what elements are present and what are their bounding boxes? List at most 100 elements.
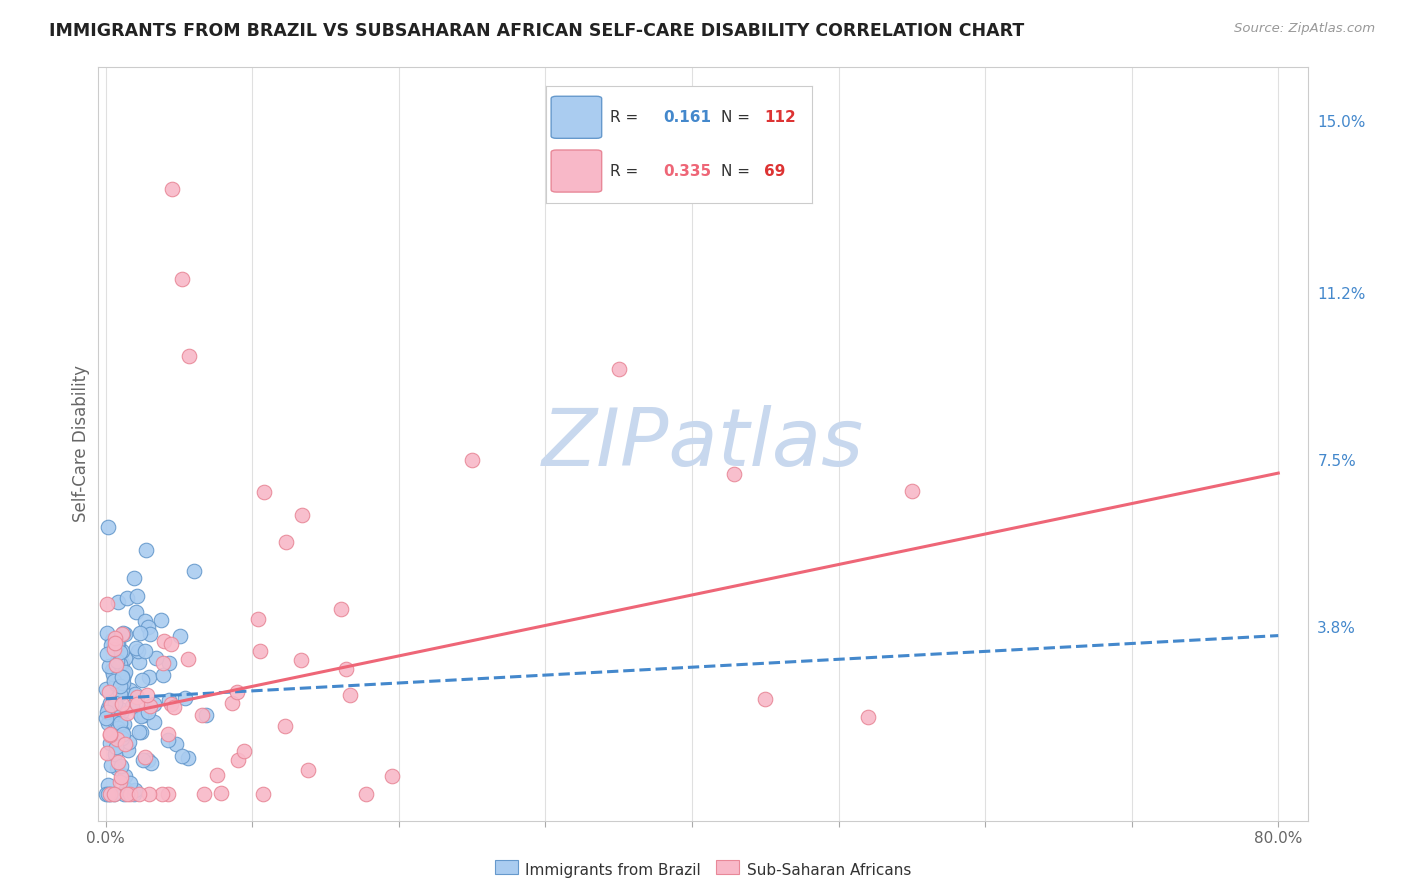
Point — [114, 651, 136, 665]
Point — [108, 687, 131, 701]
Point — [141, 756, 163, 770]
Point — [249, 644, 271, 658]
Point — [122, 787, 145, 801]
Point — [209, 786, 232, 800]
Point — [112, 787, 135, 801]
Point — [356, 787, 378, 801]
Point — [104, 631, 127, 645]
Point — [103, 674, 125, 689]
Point — [98, 728, 121, 742]
Point — [152, 657, 174, 671]
Point — [461, 452, 484, 467]
Point — [111, 671, 134, 685]
Point — [273, 719, 295, 733]
Point — [115, 787, 138, 801]
Point — [124, 687, 146, 701]
Point — [253, 484, 276, 499]
Point — [111, 731, 134, 745]
Point — [115, 591, 138, 605]
Point — [160, 637, 183, 651]
Point — [97, 778, 120, 792]
Point — [107, 636, 129, 650]
Point — [111, 697, 134, 711]
Point — [96, 681, 118, 696]
Point — [107, 595, 129, 609]
Point — [195, 707, 218, 722]
Point — [98, 736, 121, 750]
Point — [339, 689, 361, 703]
Point — [127, 644, 149, 658]
Point — [118, 735, 141, 749]
Point — [114, 626, 136, 640]
Point — [145, 650, 167, 665]
Point — [98, 787, 121, 801]
Point — [131, 725, 153, 739]
Point — [134, 614, 156, 628]
Point — [153, 634, 176, 648]
Point — [247, 612, 270, 626]
Point — [901, 484, 924, 499]
Point — [173, 690, 195, 705]
Point — [128, 706, 150, 721]
Point — [128, 787, 150, 801]
Point — [101, 632, 124, 647]
Point — [110, 626, 132, 640]
Point — [172, 749, 194, 764]
Point — [103, 642, 125, 657]
Point — [136, 705, 159, 719]
Point — [107, 722, 129, 736]
Point — [111, 626, 134, 640]
Point — [101, 667, 124, 681]
Point — [115, 706, 138, 720]
Point — [128, 655, 150, 669]
Point — [131, 673, 153, 688]
Point — [856, 710, 879, 724]
Point — [177, 651, 200, 665]
Point — [160, 697, 183, 711]
Point — [125, 690, 148, 704]
Point — [96, 626, 118, 640]
Point — [179, 349, 201, 363]
Point — [104, 696, 127, 710]
Point — [193, 787, 215, 801]
Point — [138, 787, 160, 801]
Point — [98, 787, 121, 801]
Point — [96, 746, 118, 760]
Point — [157, 693, 180, 707]
Point — [96, 706, 118, 720]
Point — [118, 775, 141, 789]
Point — [96, 711, 118, 725]
Point — [96, 597, 118, 611]
Point — [191, 707, 214, 722]
Point — [108, 775, 131, 789]
Point — [110, 706, 132, 720]
Point — [98, 696, 121, 710]
Point — [97, 787, 120, 801]
Point — [163, 700, 186, 714]
Point — [125, 641, 148, 656]
Point — [114, 738, 136, 752]
Point — [128, 725, 150, 739]
Point — [103, 663, 125, 677]
Point — [143, 714, 166, 729]
Point — [183, 564, 205, 578]
Point — [101, 724, 124, 739]
Point — [142, 697, 165, 711]
Point — [121, 698, 143, 713]
Point — [297, 764, 319, 778]
Point — [607, 362, 630, 376]
Point — [115, 782, 138, 797]
Point — [205, 768, 228, 782]
Point — [108, 716, 131, 731]
Point — [98, 659, 121, 673]
Point — [105, 739, 128, 754]
Point — [157, 733, 180, 747]
Point — [104, 705, 127, 719]
Point — [335, 663, 357, 677]
Point — [290, 653, 312, 667]
Point — [111, 657, 134, 671]
Point — [177, 751, 200, 765]
Point — [111, 670, 134, 684]
Text: IMMIGRANTS FROM BRAZIL VS SUBSAHARAN AFRICAN SELF-CARE DISABILITY CORRELATION CH: IMMIGRANTS FROM BRAZIL VS SUBSAHARAN AFR… — [49, 22, 1025, 40]
Point — [329, 602, 352, 616]
